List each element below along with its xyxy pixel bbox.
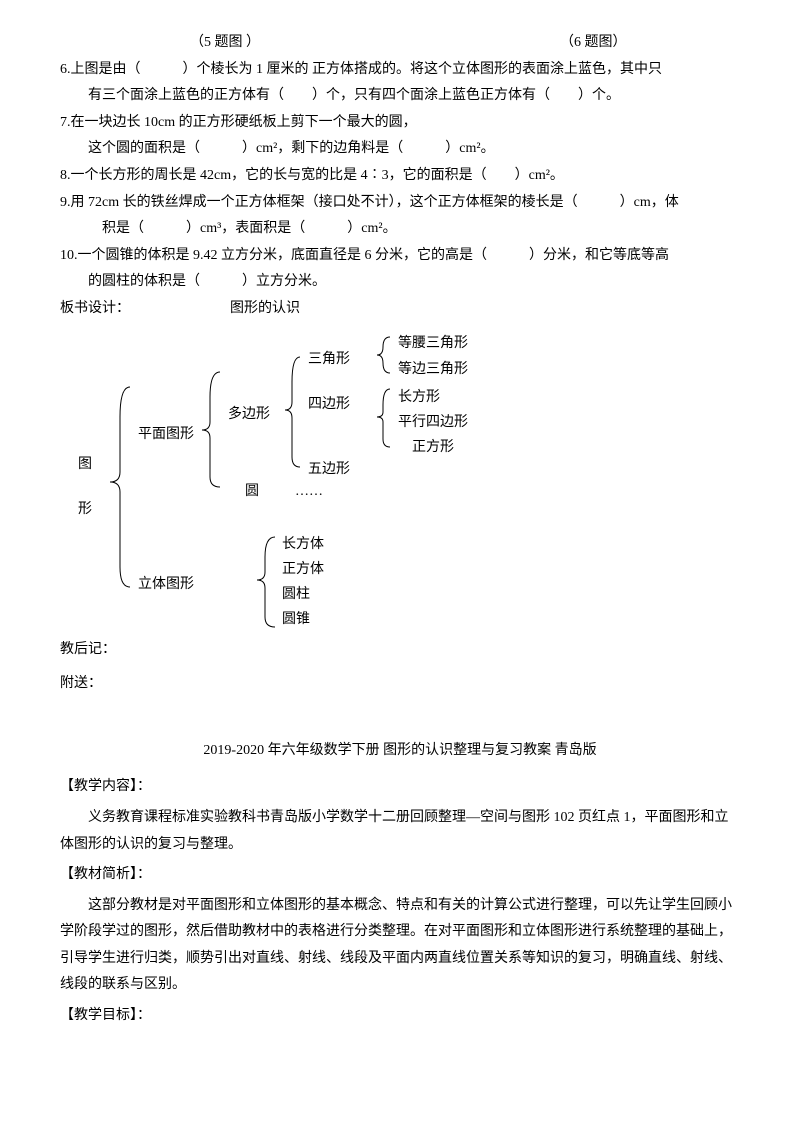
tree-pingmian: 平面图形 — [138, 422, 194, 449]
after-note: 教后记： — [60, 637, 740, 664]
concept-tree: 图 形 平面图形 立体图形 多边形 圆 …… 三角形 四边形 五边形 等腰三角形… — [60, 327, 740, 637]
question-9: 9.用 72cm 长的铁丝焊成一个正方体框架（接口处不计），这个正方体框架的棱长… — [60, 190, 740, 243]
q7-line1: 7.在一块边长 10cm 的正方形硬纸板上剪下一个最大的圆， — [60, 110, 740, 137]
question-6: 6.上图是由（ ）个棱长为 1 厘米的 正方体搭成的。将这个立体图形的表面涂上蓝… — [60, 57, 740, 110]
q7-line2: 这个圆的面积是（ ）cm²，剩下的边角料是（ ）cm²。 — [60, 136, 740, 163]
tree-zhengfangti: 正方体 — [282, 557, 324, 584]
tree-xing: 形 — [78, 497, 92, 524]
tree-sibian: 四边形 — [308, 392, 350, 419]
tree-sanjiao: 三角形 — [308, 347, 350, 374]
section-content-body: 义务教育课程标准实验教科书青岛版小学数学十二册回顾整理—空间与图形 102 页红… — [60, 805, 740, 858]
tree-changfangti: 长方体 — [282, 532, 324, 559]
tree-yuan: 圆 — [245, 479, 259, 506]
question-7: 7.在一块边长 10cm 的正方形硬纸板上剪下一个最大的圆， 这个圆的面积是（ … — [60, 110, 740, 163]
tree-changfangxing: 长方形 — [398, 385, 440, 412]
q6-line2: 有三个面涂上蓝色的正方体有（ ）个，只有四个面涂上蓝色正方体有（ ）个。 — [60, 83, 740, 110]
question-10: 10.一个圆锥的体积是 9.42 立方分米，底面直径是 6 分米，它的高是（ ）… — [60, 243, 740, 296]
tree-yuanzhui: 圆锥 — [282, 607, 310, 634]
lesson-title: 2019-2020 年六年级数学下册 图形的认识整理与复习教案 青岛版 — [60, 738, 740, 765]
section-goal-heading: 【教学目标】： — [60, 1003, 740, 1030]
section-analysis-body: 这部分教材是对平面图形和立体图形的基本概念、特点和有关的计算公式进行整理，可以先… — [60, 893, 740, 999]
tree-tu: 图 — [78, 452, 92, 479]
board-subject: 图形的认识 — [230, 301, 300, 316]
section-content-heading: 【教学内容】： — [60, 774, 740, 801]
tree-dengbian: 等边三角形 — [398, 357, 468, 384]
q9-line1: 9.用 72cm 长的铁丝焊成一个正方体框架（接口处不计），这个正方体框架的棱长… — [60, 190, 740, 217]
board-label: 板书设计： — [60, 301, 130, 316]
q6-line1: 6.上图是由（ ）个棱长为 1 厘米的 正方体搭成的。将这个立体图形的表面涂上蓝… — [60, 57, 740, 84]
section-analysis-heading: 【教材简析】： — [60, 862, 740, 889]
tree-zhengfangxing: 正方形 — [412, 435, 454, 462]
q9-line2: 积是（ ）cm³，表面积是（ ）cm²。 — [60, 216, 740, 243]
board-design-heading: 板书设计： 图形的认识 — [60, 296, 740, 323]
tree-dengyao: 等腰三角形 — [398, 331, 468, 358]
question-8: 8.一个长方形的周长是 42cm，它的长与宽的比是 4∶3，它的面积是（ ）cm… — [60, 163, 740, 190]
tree-pingxing: 平行四边形 — [398, 410, 468, 437]
tree-duobian: 多边形 — [228, 402, 270, 429]
tree-wubian: 五边形 — [308, 457, 350, 484]
caption-5: （5 题图 ） — [190, 30, 260, 57]
tree-liti: 立体图形 — [138, 572, 194, 599]
caption-6: （6 题图） — [560, 30, 627, 57]
q10-line1: 10.一个圆锥的体积是 9.42 立方分米，底面直径是 6 分米，它的高是（ ）… — [60, 243, 740, 270]
tree-yuanzhu: 圆柱 — [282, 582, 310, 609]
q10-line2: 的圆柱的体积是（ ）立方分米。 — [60, 269, 740, 296]
append-label: 附送： — [60, 671, 740, 698]
